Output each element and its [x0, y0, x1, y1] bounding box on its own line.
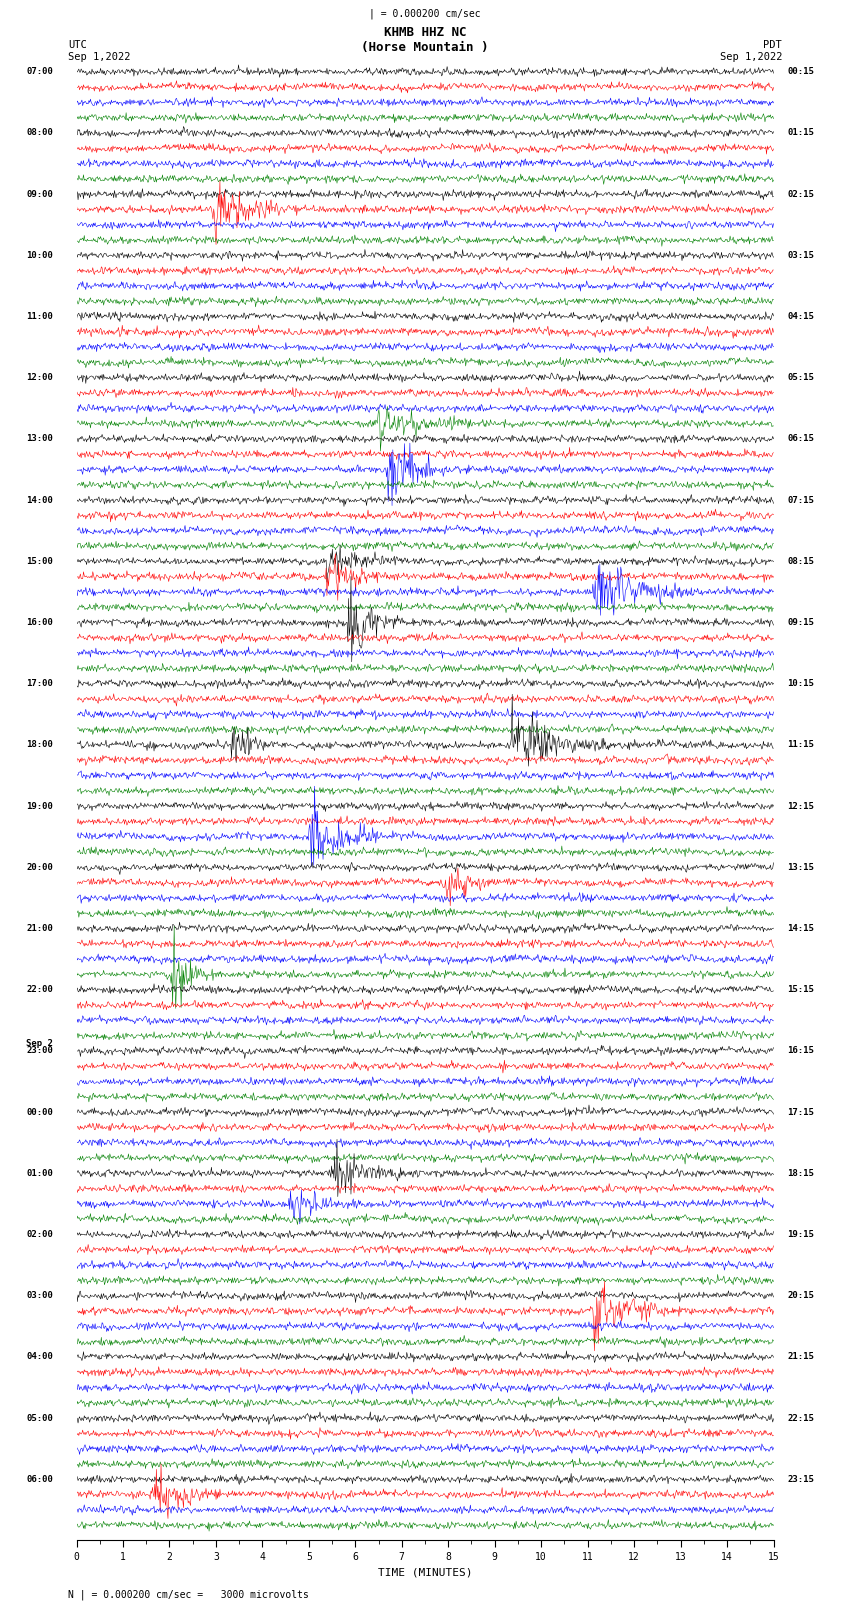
Text: 10:00: 10:00	[26, 252, 54, 260]
Text: 23:00: 23:00	[26, 1047, 54, 1055]
Text: 21:15: 21:15	[787, 1352, 814, 1361]
Text: 10:15: 10:15	[787, 679, 814, 689]
Text: 19:00: 19:00	[26, 802, 54, 811]
Text: 05:00: 05:00	[26, 1413, 54, 1423]
Text: 11:15: 11:15	[787, 740, 814, 750]
Text: 20:15: 20:15	[787, 1290, 814, 1300]
Text: 15:00: 15:00	[26, 556, 54, 566]
Text: 02:15: 02:15	[787, 190, 814, 198]
Text: 13:00: 13:00	[26, 434, 54, 444]
Text: 14:15: 14:15	[787, 924, 814, 932]
Text: 03:15: 03:15	[787, 252, 814, 260]
Text: Sep 2: Sep 2	[26, 1039, 54, 1048]
Text: 08:00: 08:00	[26, 129, 54, 137]
Text: 16:00: 16:00	[26, 618, 54, 627]
Text: 08:15: 08:15	[787, 556, 814, 566]
Text: 18:00: 18:00	[26, 740, 54, 750]
Text: 09:15: 09:15	[787, 618, 814, 627]
Text: 13:15: 13:15	[787, 863, 814, 871]
Text: 01:15: 01:15	[787, 129, 814, 137]
Text: 07:15: 07:15	[787, 495, 814, 505]
Text: 06:00: 06:00	[26, 1474, 54, 1484]
Text: 00:00: 00:00	[26, 1108, 54, 1116]
Text: PDT
Sep 1,2022: PDT Sep 1,2022	[719, 40, 782, 61]
Text: 04:00: 04:00	[26, 1352, 54, 1361]
Text: | = 0.000200 cm/sec: | = 0.000200 cm/sec	[369, 8, 481, 19]
Text: 12:15: 12:15	[787, 802, 814, 811]
Text: 01:00: 01:00	[26, 1169, 54, 1177]
Text: 11:00: 11:00	[26, 311, 54, 321]
X-axis label: TIME (MINUTES): TIME (MINUTES)	[377, 1568, 473, 1578]
Text: 00:15: 00:15	[787, 68, 814, 76]
Text: 06:15: 06:15	[787, 434, 814, 444]
Text: 14:00: 14:00	[26, 495, 54, 505]
Text: 15:15: 15:15	[787, 986, 814, 994]
Text: UTC
Sep 1,2022: UTC Sep 1,2022	[68, 40, 131, 61]
Text: 20:00: 20:00	[26, 863, 54, 871]
Text: 21:00: 21:00	[26, 924, 54, 932]
Text: 19:15: 19:15	[787, 1231, 814, 1239]
Text: 22:15: 22:15	[787, 1413, 814, 1423]
Text: 05:15: 05:15	[787, 373, 814, 382]
Text: N | = 0.000200 cm/sec =   3000 microvolts: N | = 0.000200 cm/sec = 3000 microvolts	[68, 1589, 309, 1600]
Text: 16:15: 16:15	[787, 1047, 814, 1055]
Text: 22:00: 22:00	[26, 986, 54, 994]
Text: 23:15: 23:15	[787, 1474, 814, 1484]
Text: 17:00: 17:00	[26, 679, 54, 689]
Text: 09:00: 09:00	[26, 190, 54, 198]
Title: KHMB HHZ NC
(Horse Mountain ): KHMB HHZ NC (Horse Mountain )	[361, 26, 489, 53]
Text: 03:00: 03:00	[26, 1290, 54, 1300]
Text: 02:00: 02:00	[26, 1231, 54, 1239]
Text: 12:00: 12:00	[26, 373, 54, 382]
Text: 07:00: 07:00	[26, 68, 54, 76]
Text: 17:15: 17:15	[787, 1108, 814, 1116]
Text: 18:15: 18:15	[787, 1169, 814, 1177]
Text: 04:15: 04:15	[787, 311, 814, 321]
